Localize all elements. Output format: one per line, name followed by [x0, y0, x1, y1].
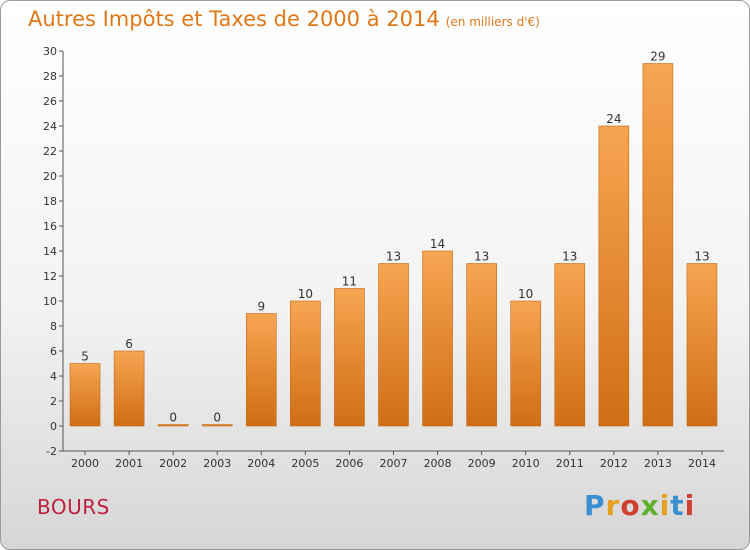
y-tick-label: 18 — [43, 195, 57, 208]
x-tick-label: 2001 — [115, 457, 143, 470]
y-tick-label: 12 — [43, 270, 57, 283]
bar-value-label: 10 — [298, 287, 313, 301]
bar — [642, 63, 674, 427]
x-tick-label: 2014 — [688, 457, 716, 470]
logo-letter: r — [605, 489, 621, 522]
y-tick-label: 22 — [43, 145, 57, 158]
y-tick-label: 24 — [43, 120, 57, 133]
x-tick-label: 2002 — [159, 457, 187, 470]
x-tick-label: 2009 — [468, 457, 496, 470]
bar-value-label: 13 — [694, 250, 709, 264]
chart-title: Autres Impôts et Taxes de 2000 à 2014 (en… — [28, 7, 540, 31]
bar-value-label: 0 — [213, 411, 221, 425]
logo-letter: x — [640, 489, 660, 522]
bar — [157, 424, 189, 427]
x-tick-label: 2005 — [291, 457, 319, 470]
proxiti-logo: Proxiti — [584, 489, 695, 522]
bar — [686, 263, 718, 427]
y-tick-label: 14 — [43, 245, 57, 258]
x-tick-label: 2011 — [556, 457, 584, 470]
y-tick-label: 26 — [43, 95, 57, 108]
x-tick-label: 2003 — [203, 457, 231, 470]
commune-name: BOURS — [37, 495, 110, 519]
bar — [334, 288, 365, 427]
bar — [466, 263, 497, 427]
x-tick-label: 2006 — [335, 457, 363, 470]
y-tick-label: -2 — [46, 445, 57, 458]
bar — [290, 300, 321, 427]
bar-value-label: 0 — [169, 411, 177, 425]
bar — [378, 263, 409, 427]
logo-letter: i — [684, 489, 696, 522]
bar — [246, 313, 277, 427]
y-tick-label: 30 — [43, 45, 57, 58]
bar — [69, 363, 101, 427]
chart-subtitle: (en milliers d'€) — [445, 15, 540, 29]
bar-value-label: 13 — [562, 250, 577, 264]
bar — [113, 350, 145, 427]
x-tick-label: 2008 — [424, 457, 452, 470]
bar-value-label: 13 — [474, 250, 489, 264]
bar — [422, 250, 453, 427]
bar-value-label: 6 — [125, 337, 133, 351]
x-tick-label: 2012 — [600, 457, 628, 470]
y-tick-label: 2 — [50, 395, 57, 408]
bar-value-label: 29 — [650, 50, 665, 64]
bar-value-label: 14 — [430, 237, 445, 251]
logo-letter: t — [670, 489, 685, 522]
bar — [554, 263, 586, 427]
bar — [510, 300, 542, 427]
y-tick-label: 16 — [43, 220, 57, 233]
bar-value-label: 9 — [257, 300, 265, 314]
y-tick-label: 6 — [50, 345, 57, 358]
bars: 5 6 0 0 9 10 11 13 14 13 10 13 24 29 13 — [69, 50, 718, 427]
logo-letter: i — [659, 489, 671, 522]
bar — [201, 424, 233, 427]
bar-value-label: 11 — [342, 275, 357, 289]
logo-letter: P — [584, 489, 606, 522]
x-tick-label: 2010 — [512, 457, 540, 470]
x-tick-label: 2013 — [644, 457, 672, 470]
bar-value-label: 24 — [606, 112, 621, 126]
x-tick-label: 2007 — [380, 457, 408, 470]
bar-value-label: 10 — [518, 287, 533, 301]
bar-value-label: 5 — [81, 350, 89, 364]
y-tick-label: 8 — [50, 320, 57, 333]
title-text: Autres Impôts et Taxes de 2000 à 2014 — [28, 7, 440, 31]
y-tick-label: 10 — [43, 295, 57, 308]
bar — [598, 125, 630, 427]
y-tick-label: 20 — [43, 170, 57, 183]
y-tick-label: 4 — [50, 370, 57, 383]
x-tick-label: 2000 — [71, 457, 99, 470]
logo-letter: o — [620, 489, 641, 522]
x-tick-label: 2004 — [247, 457, 275, 470]
bar-value-label: 13 — [386, 250, 401, 264]
y-tick-label: 28 — [43, 70, 57, 83]
y-tick-label: 0 — [50, 420, 57, 433]
